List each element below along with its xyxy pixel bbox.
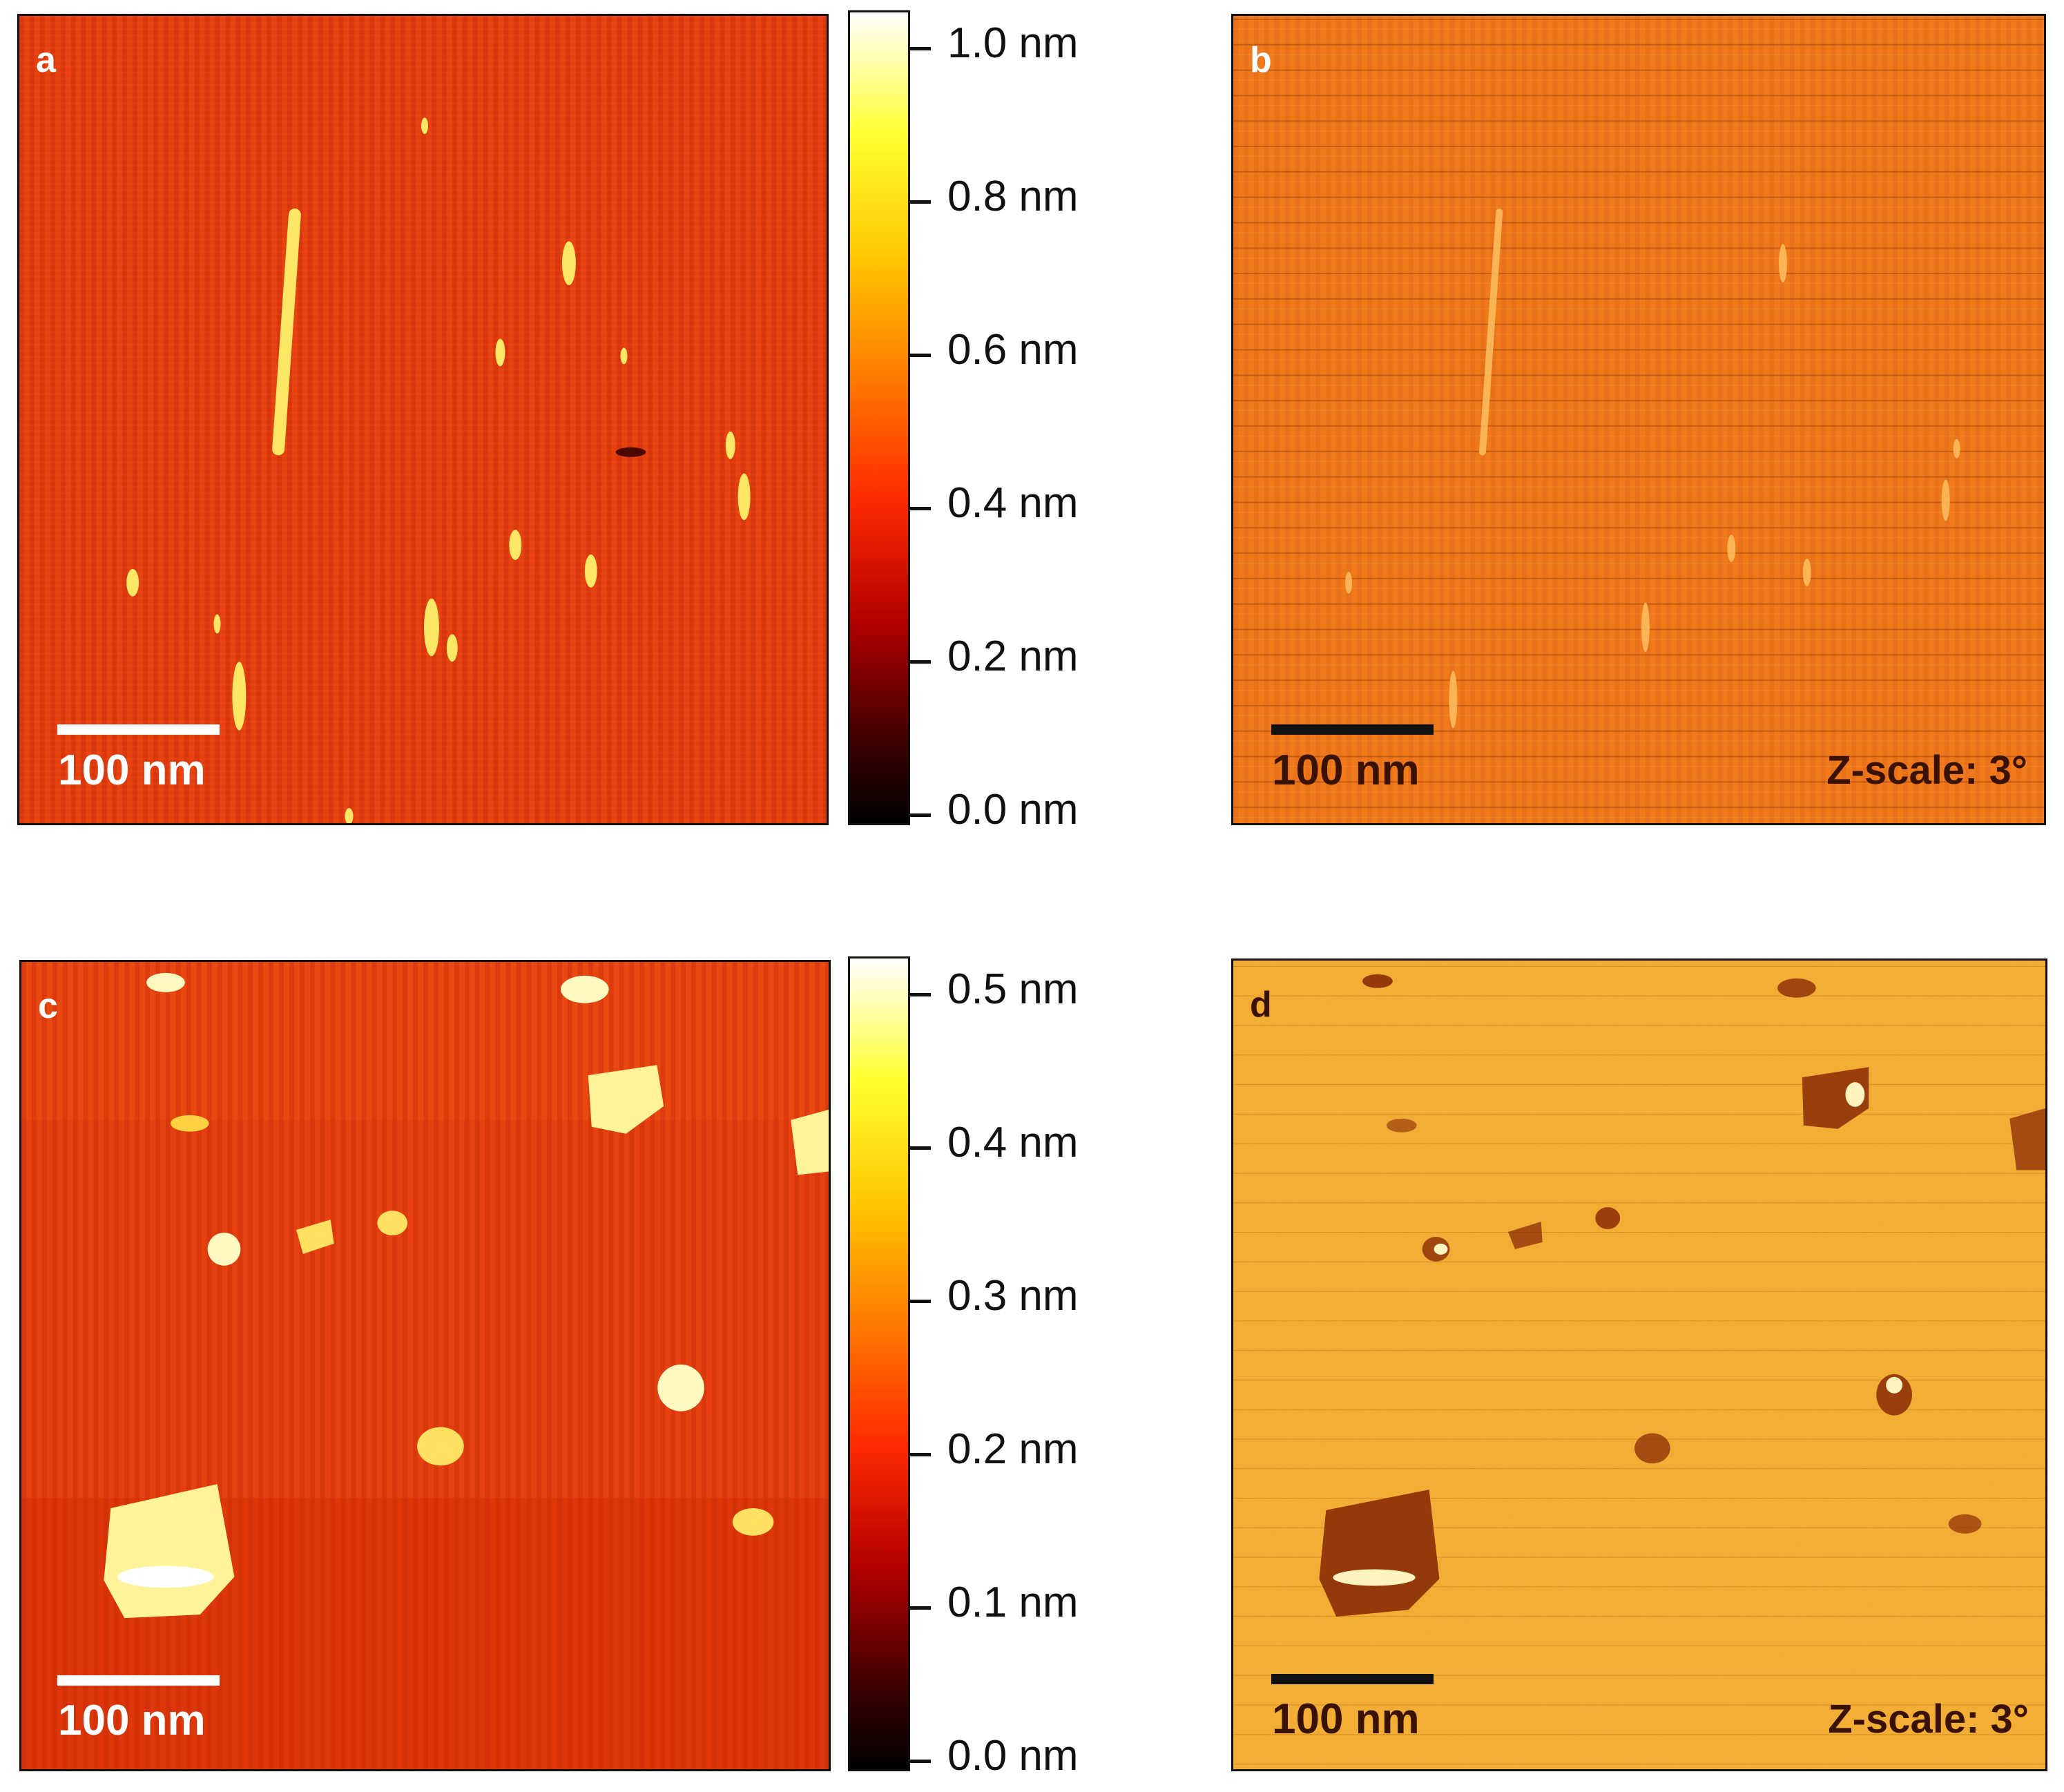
colorbar-tick xyxy=(910,1453,931,1456)
scalebar-label-d: 100 nm xyxy=(1272,1695,1420,1743)
colorbar-tick-label: 1.0 nm xyxy=(947,19,1079,67)
nanosheet-features-d xyxy=(1319,974,2045,1617)
afm-phase-image-b xyxy=(1233,16,2044,823)
scalebar-c xyxy=(57,1675,220,1686)
colorbar-tick-label: 0.1 nm xyxy=(947,1579,1079,1626)
scalebar-label-a: 100 nm xyxy=(58,746,206,794)
colorbar-top xyxy=(848,10,910,825)
colorbar-tick xyxy=(910,1146,931,1150)
afm-height-image-c xyxy=(21,962,829,1769)
panel-letter-b: b xyxy=(1250,40,1272,80)
colorbar-tick xyxy=(910,660,931,664)
scalebar-label-b: 100 nm xyxy=(1272,746,1420,794)
afm-height-image-a xyxy=(19,16,827,823)
colorbar-tick xyxy=(910,1760,931,1763)
colorbar-tick-label: 0.6 nm xyxy=(947,326,1079,374)
panel-letter-a: a xyxy=(36,40,56,80)
colorbar-tick xyxy=(910,507,931,510)
colorbar-tick-label: 0.0 nm xyxy=(947,1732,1079,1780)
panel-b-phase-image: b 100 nm Z-scale: 3° xyxy=(1231,14,2046,825)
colorbar-tick xyxy=(910,1606,931,1610)
panel-c-height-image: c 100 nm xyxy=(19,960,831,1771)
afm-phase-image-d xyxy=(1233,961,2045,1769)
scalebar-label-c: 100 nm xyxy=(58,1697,206,1744)
zscale-label-b: Z-scale: 3° xyxy=(1826,748,2027,793)
colorbar-bottom xyxy=(848,956,910,1771)
panel-d-phase-image: d 100 nm Z-scale: 3° xyxy=(1231,958,2047,1771)
panel-a-height-image: a 100 nm xyxy=(17,14,829,825)
colorbar-tick xyxy=(910,1300,931,1303)
colorbar-tick-label: 0.8 nm xyxy=(947,173,1079,220)
colorbar-tick xyxy=(910,200,931,204)
nanosheet-features-c xyxy=(104,972,829,1619)
colorbar-tick-label: 0.0 nm xyxy=(947,786,1079,834)
surface-features-a xyxy=(126,117,751,823)
panel-letter-d: d xyxy=(1250,985,1272,1025)
colorbar-tick xyxy=(910,993,931,996)
colorbar-tick xyxy=(910,47,931,50)
scalebar-a xyxy=(57,724,220,735)
colorbar-tick-label: 0.4 nm xyxy=(947,479,1079,527)
scalebar-d xyxy=(1271,1674,1434,1684)
colorbar-tick xyxy=(910,813,931,817)
panel-letter-c: c xyxy=(38,986,58,1026)
colorbar-tick-label: 0.2 nm xyxy=(947,633,1079,680)
colorbar-tick-label: 0.5 nm xyxy=(947,965,1079,1013)
scalebar-b xyxy=(1271,724,1434,735)
surface-features-b xyxy=(1345,208,1960,729)
colorbar-tick-label: 0.4 nm xyxy=(947,1119,1079,1166)
colorbar-tick xyxy=(910,354,931,357)
colorbar-tick-label: 0.3 nm xyxy=(947,1272,1079,1320)
zscale-label-d: Z-scale: 3° xyxy=(1828,1697,2029,1742)
colorbar-tick-label: 0.2 nm xyxy=(947,1425,1079,1473)
